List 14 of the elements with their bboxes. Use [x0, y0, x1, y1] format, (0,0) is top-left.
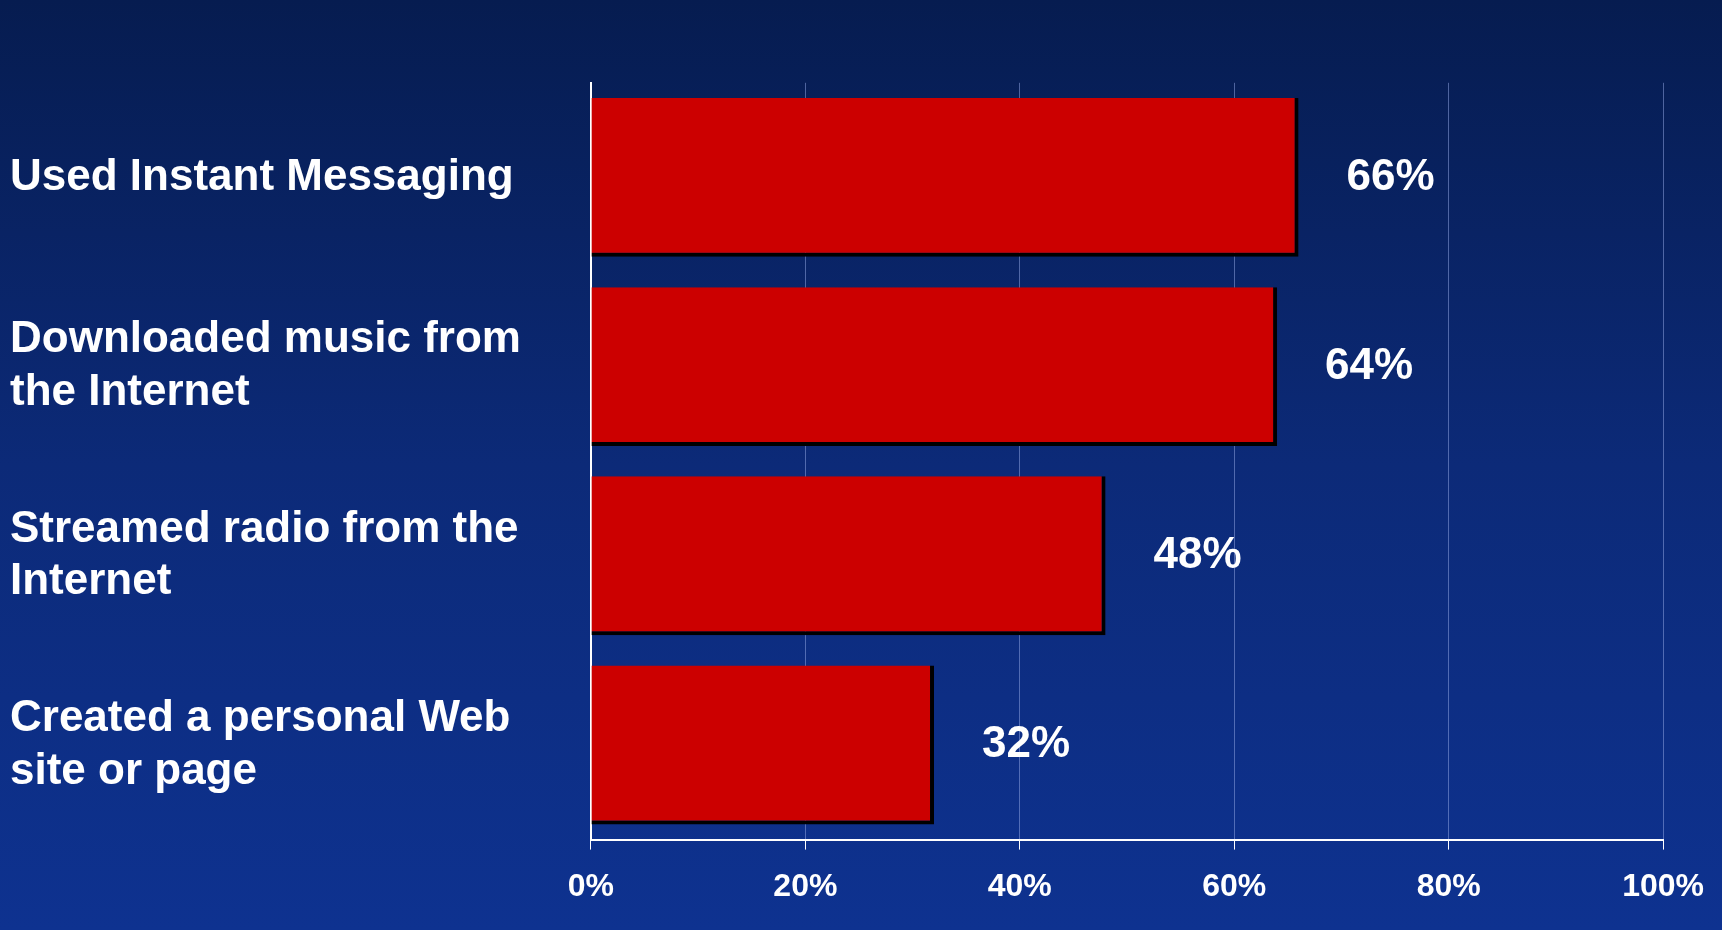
y-tick-label: Streamed radio from the Internet [10, 501, 519, 604]
x-tick-label: 60% [1202, 866, 1267, 903]
x-tick-label: 0% [567, 866, 615, 903]
x-tick-label: 100% [1622, 866, 1704, 903]
y-tick-label: Used Instant Messaging [10, 149, 514, 199]
x-tick-label: 20% [773, 866, 838, 903]
y-tick-label: Created a personal Web site or page [10, 690, 511, 793]
data-label: 32% [982, 717, 1071, 767]
x-tick-label: 40% [987, 866, 1052, 903]
y-tick-label: Downloaded music from the Internet [10, 312, 521, 415]
data-label: 66% [1346, 149, 1435, 199]
data-label: 48% [1153, 527, 1242, 577]
x-tick-label: 80% [1416, 866, 1481, 903]
data-label: 64% [1325, 338, 1414, 388]
